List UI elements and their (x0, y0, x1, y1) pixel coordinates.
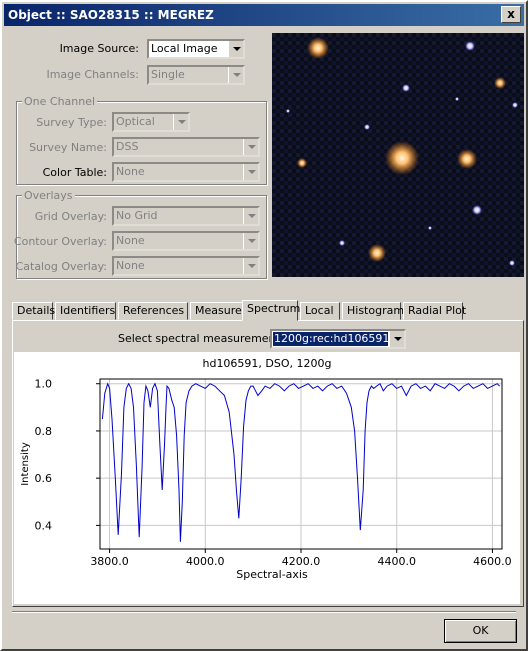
chevron-down-icon[interactable] (173, 114, 188, 130)
catalog-overlay-select[interactable]: None (112, 256, 260, 276)
spectral-measurement-select[interactable]: 1200g:rec:hd106591 (270, 329, 406, 349)
grid-overlay-value: No Grid (116, 209, 158, 222)
chevron-down-icon[interactable] (243, 233, 258, 249)
one-channel-title: One Channel (22, 95, 98, 108)
survey-type-value: Optical (116, 115, 155, 128)
image-channels-value: Single (151, 68, 185, 81)
chevron-down-icon[interactable] (243, 164, 258, 180)
y-axis-label: Intensity (20, 442, 31, 486)
survey-type-select[interactable]: Optical (112, 112, 190, 132)
spectrum-chart: hd106591, DSO, 1200g Spectral-axis Inten… (20, 357, 512, 581)
spectral-measurement-label: Select spectral measurement: (118, 332, 284, 345)
y-tick-label: 0.8 (35, 425, 53, 438)
sky-image[interactable] (272, 33, 524, 277)
plot-border (99, 378, 503, 550)
tab-identifiers[interactable]: Identifiers (55, 302, 116, 320)
x-tick-label: 4400.0 (377, 555, 416, 568)
contour-overlay-select[interactable]: None (112, 231, 260, 251)
spectrum-plot[interactable]: hd106591, DSO, 1200g Spectral-axis Inten… (14, 352, 520, 604)
spectral-select-arrow[interactable] (388, 331, 404, 347)
spectrum-series-line (101, 382, 500, 542)
tab-references[interactable]: References (118, 302, 188, 320)
grid-overlay-select[interactable]: No Grid (112, 206, 260, 226)
chevron-down-icon[interactable] (389, 331, 404, 347)
chart-title: hd106591, DSO, 1200g (202, 357, 331, 370)
image-source-label: Image Source: (59, 42, 139, 55)
image-source-value: Local Image (151, 42, 218, 55)
image-channels-label: Image Channels: (46, 68, 139, 81)
contour-overlay-value: None (116, 234, 145, 247)
chevron-down-icon[interactable] (228, 41, 243, 57)
x-axis-label: Spectral-axis (236, 568, 308, 581)
x-tick-label: 3800.0 (90, 555, 129, 568)
x-tick-label: 4000.0 (186, 555, 225, 568)
footer-separator (12, 611, 516, 613)
tab-spectrum[interactable]: Spectrum (242, 300, 300, 321)
x-tick-label: 4200.0 (282, 555, 321, 568)
star-field (272, 33, 524, 277)
one-channel-group (16, 101, 267, 185)
survey-name-select[interactable]: DSS (112, 137, 260, 157)
survey-type-label: Survey Type: (36, 116, 107, 129)
contour-overlay-label: Contour Overlay: (13, 235, 107, 248)
close-icon: x (507, 7, 515, 21)
tab-measures[interactable]: Measures (190, 302, 247, 320)
image-channels-select[interactable]: Single (147, 65, 245, 85)
tab-local[interactable]: Local (300, 302, 340, 320)
y-tick-label: 0.6 (35, 472, 53, 485)
window-title: Object :: SAO28315 :: MEGREZ (8, 8, 214, 22)
y-tick-label: 0.4 (35, 519, 53, 532)
y-tick-label: 1.0 (35, 378, 53, 391)
tab-histogram[interactable]: Histogram (342, 302, 404, 320)
survey-name-value: DSS (116, 140, 139, 153)
chevron-down-icon[interactable] (228, 67, 243, 83)
tab-radial-plot[interactable]: Radial Plot (403, 302, 466, 320)
image-source-select[interactable]: Local Image (147, 39, 245, 59)
catalog-overlay-label: Catalog Overlay: (15, 260, 107, 273)
chevron-down-icon[interactable] (243, 258, 258, 274)
ok-button[interactable]: OK (444, 619, 517, 643)
catalog-overlay-value: None (116, 259, 145, 272)
color-table-label: Color Table: (42, 166, 107, 179)
x-tick-label: 4600.0 (473, 555, 512, 568)
tab-details[interactable]: Details (12, 302, 55, 320)
color-table-select[interactable]: None (112, 162, 260, 182)
overlays-group (16, 195, 267, 279)
chevron-down-icon[interactable] (243, 139, 258, 155)
color-table-value: None (116, 165, 145, 178)
overlays-title: Overlays (22, 189, 75, 202)
spectral-measurement-value: 1200g:rec:hd106591 (273, 332, 390, 346)
title-bar[interactable]: Object :: SAO28315 :: MEGREZ x (4, 4, 524, 26)
survey-name-label: Survey Name: (29, 141, 107, 154)
grid-overlay-label: Grid Overlay: (34, 210, 107, 223)
chevron-down-icon[interactable] (243, 208, 258, 224)
close-button[interactable]: x (501, 6, 521, 23)
